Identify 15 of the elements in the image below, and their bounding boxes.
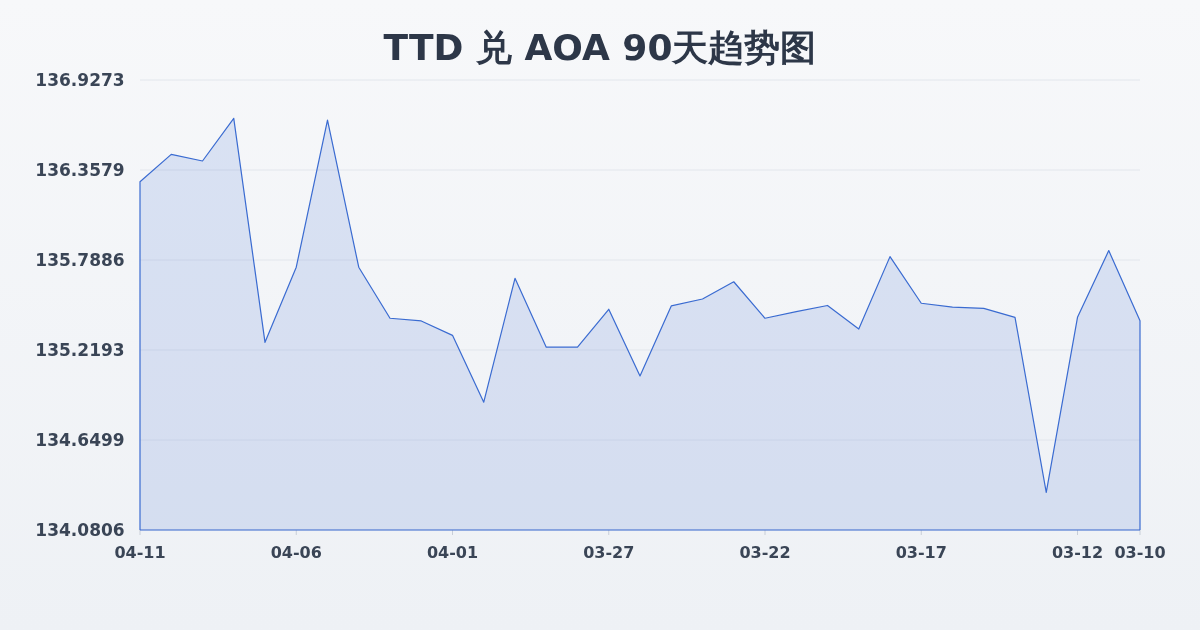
- x-tick-label: 03-17: [895, 543, 947, 562]
- y-tick-label: 135.7886: [35, 250, 125, 270]
- x-tick-label: 04-01: [426, 543, 479, 562]
- x-tick-label: 03-12: [1051, 543, 1104, 562]
- y-tick-label: 136.9273: [35, 70, 125, 90]
- chart-title: TTD 兑 AOA 90天趋势图: [383, 27, 817, 68]
- x-tick-label: 03-22: [739, 543, 791, 562]
- x-tick-label: 04-06: [270, 543, 322, 562]
- x-tick-label: 04-11: [114, 543, 166, 562]
- y-tick-label: 136.3579: [35, 160, 125, 181]
- x-tick-label: 03-27: [583, 543, 635, 562]
- y-tick-label: 135.2193: [35, 340, 125, 360]
- x-tick-label: 03-10: [1114, 543, 1166, 562]
- y-tick-label: 134.0806: [35, 520, 125, 540]
- y-tick-label: 134.6499: [35, 430, 125, 451]
